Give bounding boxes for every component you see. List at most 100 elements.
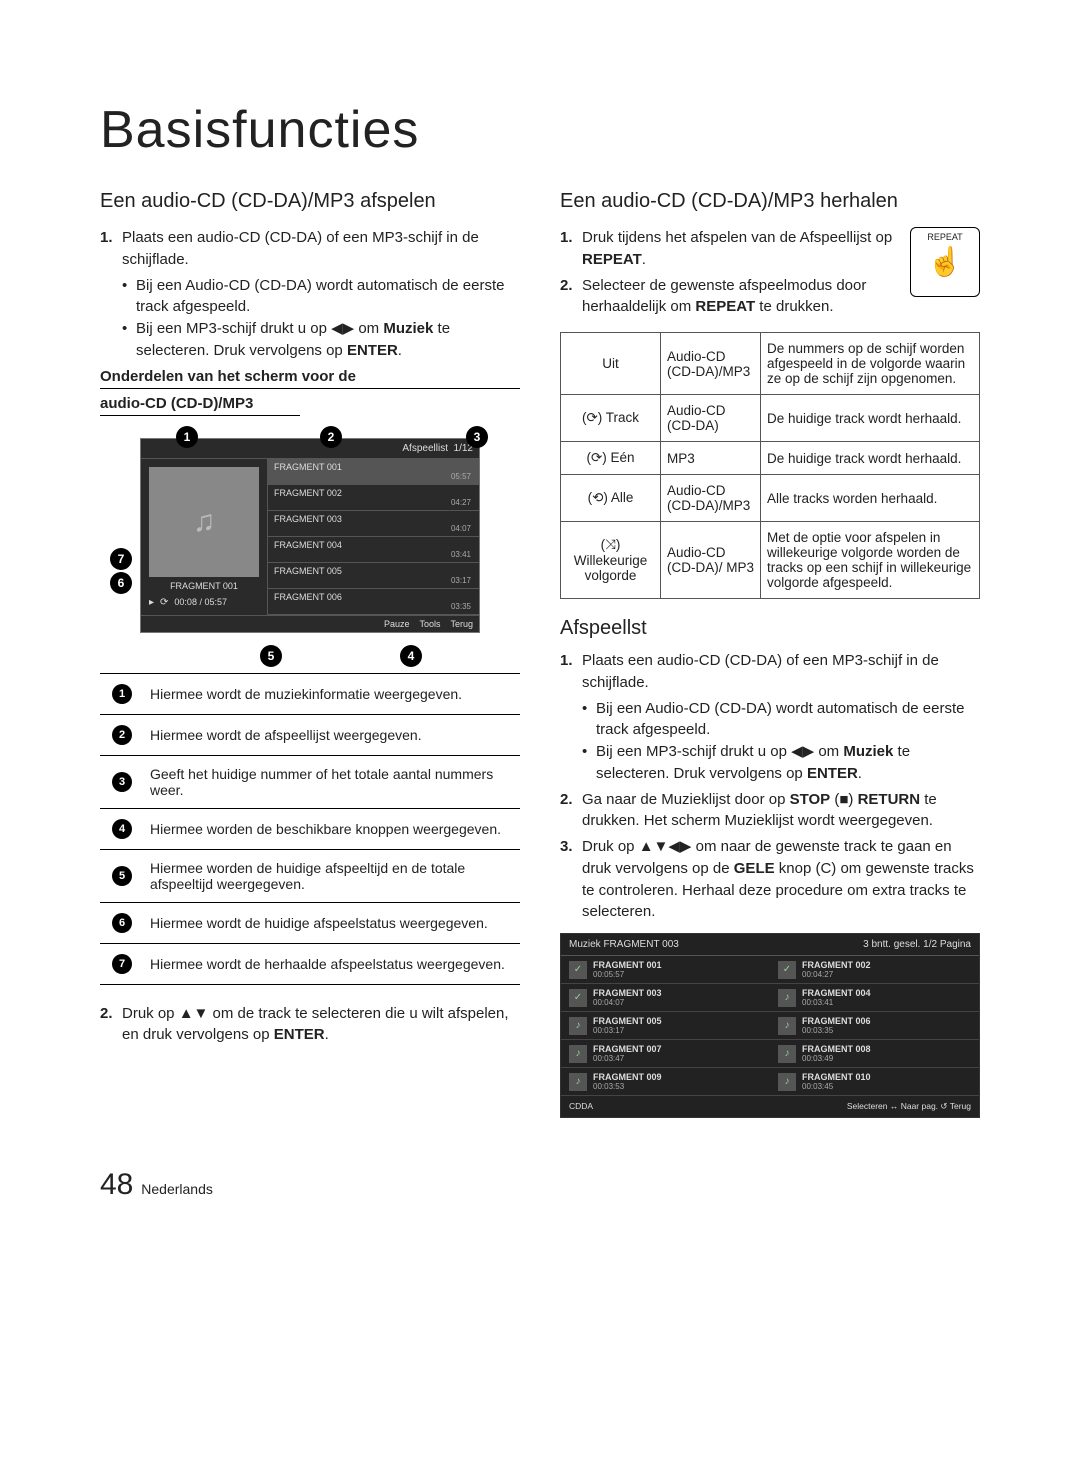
music-icon: ♪: [778, 1045, 796, 1063]
track-time: 00:03:47: [593, 1054, 662, 1063]
step-text: Plaats een audio-CD (CD-DA) of een MP3-s…: [122, 229, 479, 268]
track-name: FRAGMENT 006: [802, 1016, 871, 1026]
text-part: Bij een MP3-schijf drukt u op ◀▶ om: [136, 320, 383, 337]
bold-term: RETURN: [858, 791, 921, 808]
text-part: (■): [830, 791, 857, 808]
muziek-title: Muziek FRAGMENT 003: [569, 939, 679, 950]
track-time: 00:03:41: [802, 998, 871, 1007]
muziek-footer-right: Selecteren ↔ Naar pag. ↺ Terug: [847, 1101, 971, 1112]
mode-description: De nummers op de schijf worden afgespeel…: [761, 333, 980, 395]
step-number: 2.: [560, 789, 582, 833]
callout-3: 3: [466, 426, 488, 448]
track-name: FRAGMENT 001: [593, 960, 662, 970]
legend-row: 1 Hiermee wordt de muziekinformatie weerg…: [100, 673, 520, 714]
mode-media: Audio-CD (CD-DA)/MP3: [661, 333, 761, 395]
fragment-row: FRAGMENT 00105:57: [268, 459, 479, 485]
repeat-modes-table: UitAudio-CD (CD-DA)/MP3De nummers op de …: [560, 332, 980, 599]
fragment-row: FRAGMENT 00403:41: [268, 537, 479, 563]
text-part: .: [642, 251, 646, 268]
right-section-heading: Een audio-CD (CD-DA)/MP3 herhalen: [560, 190, 980, 213]
mode-symbol: (⤨) Willekeurige volgorde: [561, 522, 661, 599]
screen-parts-heading-1: Onderdelen van het scherm voor de: [100, 368, 520, 389]
left-steps: 1. Plaats een audio-CD (CD-DA) of een MP…: [100, 227, 520, 362]
mode-symbol: (⟳) Eén: [561, 442, 661, 475]
track-name: FRAGMENT 004: [802, 988, 871, 998]
bold-term: GELE: [734, 860, 775, 877]
muziek-item: ♪FRAGMENT 00700:03:47: [561, 1040, 770, 1068]
checked-icon: ✓: [778, 961, 796, 979]
music-icon: ♪: [569, 1073, 587, 1091]
checked-icon: ✓: [569, 961, 587, 979]
pause-button-label: Pauze: [384, 619, 410, 629]
repeat-button-diagram: REPEAT ☝: [910, 227, 980, 297]
legend-text: Hiermee worden de beschikbare knoppen we…: [144, 808, 520, 849]
repeat-status-icon: ⟳: [160, 597, 168, 608]
music-icon: ♪: [569, 1017, 587, 1035]
tools-button-label: Tools: [419, 619, 440, 629]
page-lang: Nederlands: [141, 1181, 213, 1197]
track-name: FRAGMENT 005: [593, 1016, 662, 1026]
callout-5: 5: [260, 645, 282, 667]
legend-row: 5Hiermee worden de huidige afspeeltijd e…: [100, 849, 520, 902]
step-number: 1.: [100, 227, 122, 362]
legend-text: Hiermee wordt de muziekinformatie weerge…: [144, 673, 520, 714]
left-section-heading: Een audio-CD (CD-DA)/MP3 afspelen: [100, 190, 520, 213]
fragment-row: FRAGMENT 00304:07: [268, 511, 479, 537]
time-readout: 00:08 / 05:57: [174, 597, 227, 607]
mode-symbol: (⟳) Track: [561, 395, 661, 442]
legend-row: 7Hiermee wordt de herhaalde afspeelstatu…: [100, 943, 520, 984]
music-icon: ♪: [778, 989, 796, 1007]
repeat-mode-row: (⟲) AlleAudio-CD (CD-DA)/MP3Alle tracks …: [561, 475, 980, 522]
track-name: FRAGMENT 010: [802, 1072, 871, 1082]
track-time: 00:05:57: [593, 970, 662, 979]
muziek-item: ♪FRAGMENT 00800:03:49: [770, 1040, 979, 1068]
track-time: 00:04:27: [802, 970, 871, 979]
play-icon: ▸: [149, 597, 154, 608]
mode-symbol: (⟲) Alle: [561, 475, 661, 522]
player-mock: Afspeellist 1/12 ♫ FRAGMENT 001 ▸ ⟳ 00:0…: [140, 438, 480, 633]
legend-badge: 2: [112, 725, 132, 745]
bold-term: ENTER: [274, 1026, 325, 1043]
fragment-row: FRAGMENT 00603:35: [268, 589, 479, 615]
bold-term: REPEAT: [582, 251, 642, 268]
text-part: te drukken.: [755, 298, 833, 315]
text-part: .: [858, 765, 862, 782]
fragment-row: FRAGMENT 00204:27: [268, 485, 479, 511]
track-time: 00:03:45: [802, 1082, 871, 1091]
step-body: Selecteer de gewenste afspeelmodus door …: [582, 275, 902, 319]
legend-badge: 1: [112, 684, 132, 704]
playlist-label: Afspeellist: [402, 443, 448, 454]
screen-parts-heading-2: audio-CD (CD-D)/MP3: [100, 395, 300, 416]
track-name: FRAGMENT 009: [593, 1072, 662, 1082]
afspeellist-heading: Afspeellst: [560, 617, 980, 640]
fragment-row: FRAGMENT 00503:17: [268, 563, 479, 589]
repeat-label: REPEAT: [911, 232, 979, 242]
text-part: .: [325, 1026, 329, 1043]
legend-row: 2Hiermee wordt de afspeellijst weergegev…: [100, 714, 520, 755]
repeat-mode-row: UitAudio-CD (CD-DA)/MP3De nummers op de …: [561, 333, 980, 395]
muziek-item: ♪FRAGMENT 00500:03:17: [561, 1012, 770, 1040]
step-body: Druk op ▲▼ om de track te selecteren die…: [122, 1003, 520, 1047]
muziek-item: ✓FRAGMENT 00300:04:07: [561, 984, 770, 1012]
step-number: 1.: [560, 227, 582, 271]
callout-2: 2: [320, 426, 342, 448]
music-icon: ♪: [569, 1045, 587, 1063]
right-column: Een audio-CD (CD-DA)/MP3 herhalen REPEAT…: [560, 190, 980, 1118]
legend-text: Hiermee wordt de huidige afspeelstatus w…: [144, 902, 520, 943]
mode-description: De huidige track wordt herhaald.: [761, 442, 980, 475]
track-time: 00:03:49: [802, 1054, 871, 1063]
step-body: Druk op ▲▼◀▶ om naar de gewenste track t…: [582, 836, 980, 923]
track-time: 00:04:07: [593, 998, 662, 1007]
text-part: Druk tijdens het afspelen van de Afspeel…: [582, 229, 892, 246]
step-body: Ga naar de Muzieklijst door op STOP (■) …: [582, 789, 980, 833]
muziek-item: ♪FRAGMENT 00900:03:53: [561, 1068, 770, 1096]
muziek-meta: 3 bntt. gesel. 1/2 Pagina: [863, 939, 971, 950]
step-number: 3.: [560, 836, 582, 923]
album-art-placeholder: ♫: [149, 467, 259, 577]
bullet-text: Bij een Audio-CD (CD-DA) wordt automatis…: [596, 698, 980, 742]
bold-term: STOP: [790, 791, 831, 808]
track-name: FRAGMENT 002: [802, 960, 871, 970]
legend-row: 4Hiermee worden de beschikbare knoppen w…: [100, 808, 520, 849]
mode-media: Audio-CD (CD-DA)/MP3: [661, 475, 761, 522]
mode-media: Audio-CD (CD-DA)/ MP3: [661, 522, 761, 599]
